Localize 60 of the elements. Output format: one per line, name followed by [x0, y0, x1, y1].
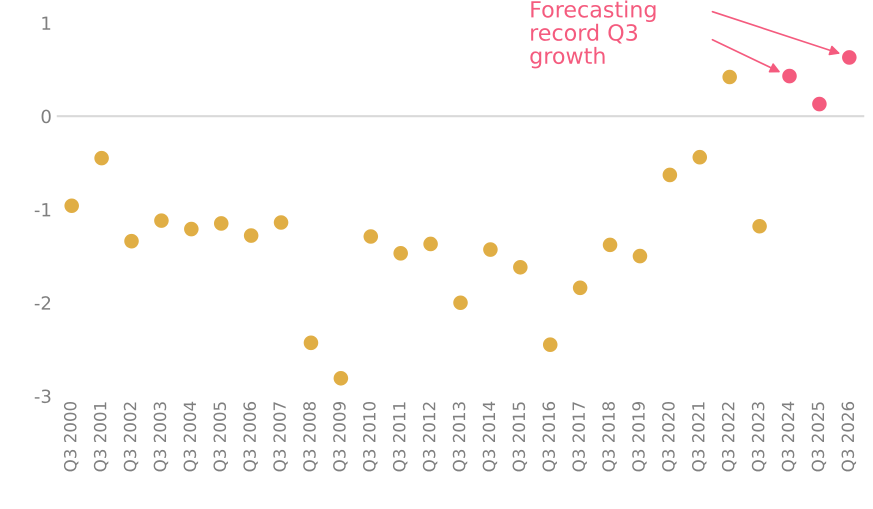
y-tick-label: 1	[42, 16, 50, 30]
x-tick-label: Q3 2003	[154, 402, 168, 472]
x-tick-label: Q3 2017	[572, 402, 587, 472]
x-tick-label: Q3 2018	[602, 402, 617, 472]
x-tick-label: Q3 2022	[722, 402, 736, 472]
point	[752, 218, 767, 234]
point	[64, 198, 79, 214]
x-tick-label: Q3 2001	[94, 402, 108, 472]
point	[483, 242, 498, 257]
x-tick-label: Q3 2010	[363, 402, 378, 472]
x-tick-label: Q3 2008	[303, 402, 318, 472]
x-tick-label: Q3 2009	[333, 402, 348, 472]
x-tick-label: Q3 2020	[662, 402, 677, 472]
point	[274, 215, 288, 230]
x-tick-label: Q3 2026	[842, 402, 856, 472]
point	[393, 246, 408, 261]
point	[572, 280, 588, 296]
point	[692, 150, 708, 165]
point	[124, 234, 139, 248]
point	[364, 229, 378, 244]
point	[632, 248, 648, 264]
point	[542, 337, 558, 352]
y-tick-label: -3	[34, 389, 50, 404]
point	[184, 222, 199, 236]
point	[513, 260, 528, 275]
point	[304, 336, 318, 350]
y-tick-label: -1	[34, 203, 50, 216]
x-tick-label: Q3 2021	[692, 402, 707, 472]
point	[602, 238, 618, 252]
point	[662, 168, 678, 182]
x-tick-label: Q3 2012	[422, 402, 438, 472]
x-tick-label: Q3 2023	[752, 402, 766, 472]
x-tick-label: Q3 2011	[392, 402, 408, 472]
x-tick-label: Q3 2005	[213, 402, 228, 472]
point	[244, 228, 258, 243]
x-tick-label: Q3 2004	[184, 402, 198, 472]
point	[94, 150, 109, 166]
x-tick-label: Q3 2000	[64, 402, 78, 472]
x-tick-label: Q3 2024	[782, 402, 796, 472]
point	[334, 370, 348, 386]
x-tick-label: Q3 2006	[243, 402, 258, 472]
y-tick-label: 0	[42, 110, 51, 124]
x-tick-label: Q3 2013	[452, 402, 468, 472]
x-tick-label: Q3 2002	[124, 402, 138, 472]
point	[722, 70, 737, 84]
annotation: Forecasting record Q3 growth	[530, 0, 656, 68]
x-tick-label: Q3 2016	[542, 402, 557, 472]
x-tick-label: Q3 2015	[512, 402, 528, 472]
point	[423, 236, 438, 252]
x-tick-label: Q3 2007	[273, 402, 288, 472]
y-tick-label: -2	[34, 296, 50, 310]
point	[453, 295, 468, 310]
x-tick-label: Q3 2019	[632, 402, 647, 472]
x-tick-label: Q3 2014	[482, 402, 498, 472]
x-tick-label: Q3 2025	[812, 402, 826, 472]
point	[782, 68, 797, 84]
point	[842, 50, 857, 65]
point	[214, 216, 229, 231]
point	[154, 213, 169, 228]
point	[812, 96, 827, 112]
